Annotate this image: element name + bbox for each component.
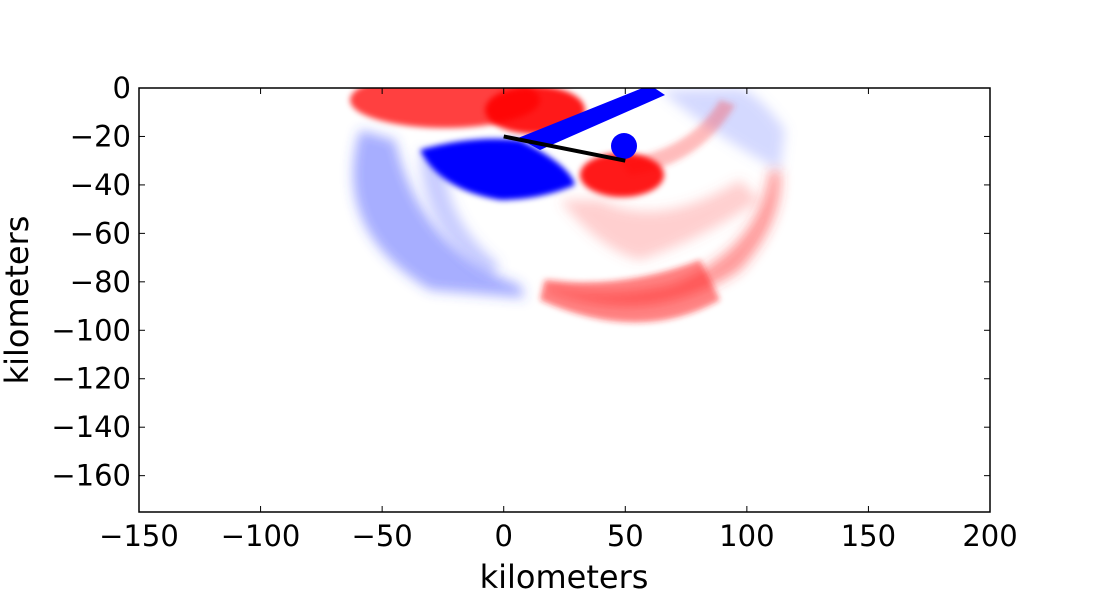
y-tick-label: −40: [70, 168, 131, 202]
y-tick-label: −20: [70, 119, 131, 153]
x-tick-label: 200: [962, 519, 1017, 553]
heatmap-cell-blue-small-disc: [611, 133, 637, 159]
y-tick-label: −140: [51, 410, 131, 444]
heatmap-cell-blue-faint-right: [660, 88, 785, 170]
x-tick-label: −100: [221, 519, 301, 553]
x-tick-label: 100: [719, 519, 774, 553]
heatmap-cell-blue-diagonal-band: [518, 88, 665, 150]
y-tick-label: −160: [51, 459, 131, 493]
heatmap-cell-blue-arc-left: [353, 130, 525, 298]
heatmap-cell-red-arc-bottom: [545, 170, 781, 306]
heatmap-cell-red-arc-right: [620, 100, 735, 175]
fault-line: [503, 134, 626, 163]
heatmap-cell-red-core: [580, 153, 664, 197]
heatmap-cell-red-fill-bottom: [540, 260, 720, 323]
x-tick-label: 0: [494, 519, 512, 553]
wavefield-heatmap: [350, 88, 785, 323]
y-tick-label: −100: [51, 313, 131, 347]
heatmap-cell-red-faint-mid: [560, 180, 760, 260]
y-axis-label: kilometers: [0, 216, 36, 385]
heatmap-cell-blue-arc-left-inner: [420, 150, 500, 275]
y-tick-label: 0: [113, 71, 131, 105]
heatmap-cell-blue-core: [420, 138, 575, 200]
y-tick-label: −80: [70, 265, 131, 299]
y-tick-label: −120: [51, 362, 131, 396]
x-tick-label: 150: [841, 519, 896, 553]
y-tick-label: −60: [70, 216, 131, 250]
x-tick-label: −50: [352, 519, 413, 553]
x-axis-label: kilometers: [480, 558, 649, 596]
x-tick-label: −150: [99, 519, 179, 553]
x-axis: −150 −100 −50 0 50 100 150 200: [99, 88, 1018, 553]
x-tick-label: 50: [607, 519, 644, 553]
plot-frame: [138, 87, 991, 513]
y-axis: 0 −20 −40 −60 −80 −100 −120 −140 −160: [51, 71, 990, 493]
